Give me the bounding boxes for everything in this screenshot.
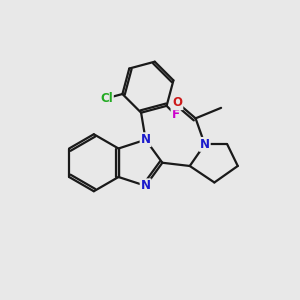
Text: N: N [141,133,151,146]
Text: N: N [141,179,151,192]
Text: F: F [172,108,179,121]
Text: O: O [172,96,182,109]
Text: N: N [200,138,210,151]
Text: Cl: Cl [100,92,113,105]
